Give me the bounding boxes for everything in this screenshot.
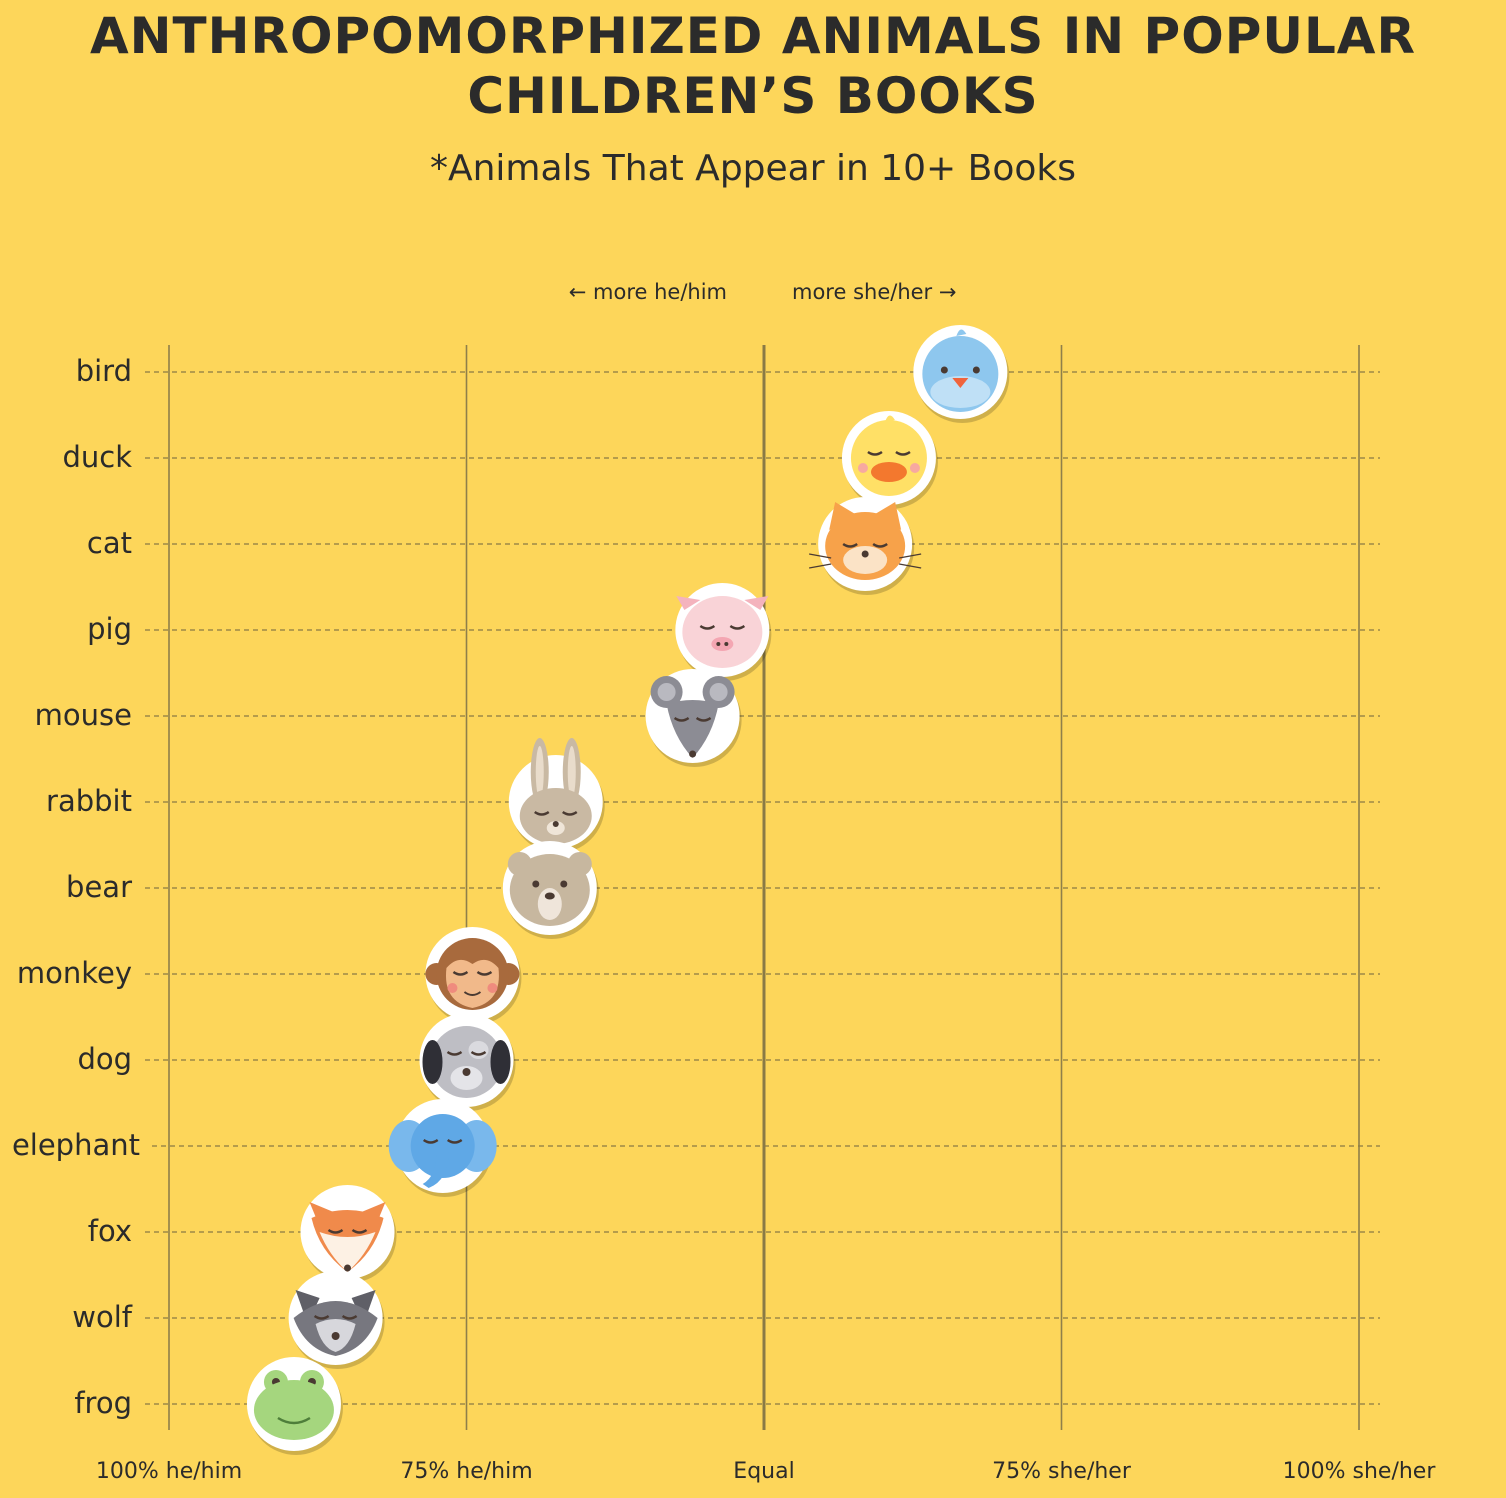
row-label-bear: bear xyxy=(66,870,132,904)
monkey-face-icon xyxy=(425,927,522,1025)
direction-label-right: more she/her → xyxy=(792,280,956,304)
x-tick-label: Equal xyxy=(733,1459,794,1484)
row-label-bird: bird xyxy=(76,354,132,388)
row-label-dog: dog xyxy=(77,1042,132,1076)
x-tick-label: 100% she/her xyxy=(1283,1459,1437,1484)
cat-face-icon xyxy=(809,497,922,595)
mouse-face-icon xyxy=(645,669,742,767)
x-tick-label: 75% she/her xyxy=(992,1459,1132,1484)
fox-face-icon xyxy=(300,1185,397,1283)
row-label-cat: cat xyxy=(87,526,132,560)
rabbit-face-icon xyxy=(508,738,605,853)
row-label-duck: duck xyxy=(62,440,132,474)
row-label-pig: pig xyxy=(87,612,132,646)
row-label-frog: frog xyxy=(74,1386,132,1420)
row-label-rabbit: rabbit xyxy=(46,784,132,818)
row-label-monkey: monkey xyxy=(17,956,132,990)
x-tick-label: 75% he/him xyxy=(400,1459,532,1484)
bird-face-icon xyxy=(913,325,1010,423)
direction-label-left: ← more he/him xyxy=(569,280,727,304)
row-label-fox: fox xyxy=(88,1214,132,1248)
chart-title: ANTHROPOMORPHIZED ANIMALS IN POPULAR CHI… xyxy=(89,7,1416,125)
row-label-wolf: wolf xyxy=(72,1300,133,1334)
row-label-mouse: mouse xyxy=(35,698,132,732)
elephant-face-icon xyxy=(388,1099,497,1197)
bear-face-icon xyxy=(502,841,599,939)
pig-face-icon xyxy=(675,583,772,681)
dog-face-icon xyxy=(419,1013,516,1111)
wolf-face-icon xyxy=(288,1271,385,1369)
duck-face-icon xyxy=(841,411,938,509)
chart-subtitle: *Animals That Appear in 10+ Books xyxy=(429,148,1076,189)
row-label-elephant: elephant xyxy=(12,1128,140,1162)
frog-face-icon xyxy=(246,1357,343,1455)
x-tick-label: 100% he/him xyxy=(96,1459,242,1484)
